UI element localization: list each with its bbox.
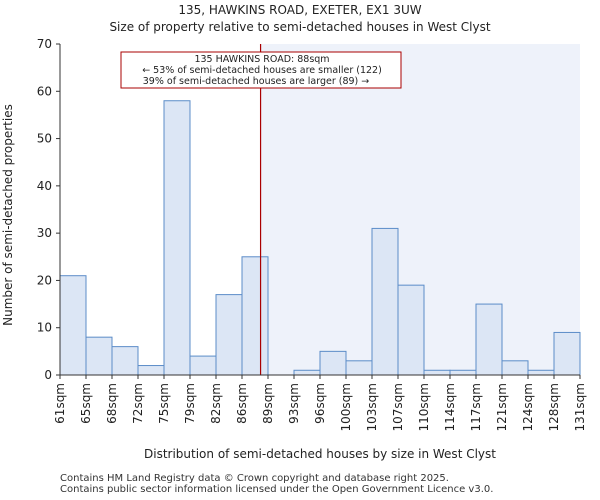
x-tick-label-114sqm: 114sqm	[443, 383, 457, 431]
bar-75sqm	[163, 100, 191, 376]
x-tick-label-128sqm: 128sqm	[547, 383, 561, 431]
x-tick-label-75sqm: 75sqm	[157, 383, 171, 424]
bar-103sqm	[371, 227, 399, 376]
bar-128sqm	[553, 331, 581, 376]
bar-82sqm	[215, 294, 243, 376]
x-tick-label-68sqm: 68sqm	[105, 383, 119, 424]
bar-107sqm	[397, 284, 425, 376]
bar-61sqm	[59, 275, 87, 376]
x-tick-label-121sqm: 121sqm	[495, 383, 509, 431]
bar-65sqm	[85, 336, 113, 376]
bar-117sqm	[475, 303, 503, 376]
y-ticks-group: 0 10 20 30 40 50 60 70	[37, 37, 60, 382]
y-tick-label-0: 0	[44, 368, 52, 382]
y-tick-label-60: 60	[37, 84, 52, 98]
annotation-line-1: 135 HAWKINS ROAD: 88sqm	[194, 54, 329, 65]
x-tick-label-131sqm: 131sqm	[573, 383, 587, 431]
annotation-line-2: ← 53% of semi-detached houses are smalle…	[142, 65, 382, 76]
y-tick-label-50: 50	[37, 132, 52, 146]
x-tick-label-117sqm: 117sqm	[469, 383, 483, 431]
x-tick-label-100sqm: 100sqm	[339, 383, 353, 431]
x-tick-label-72sqm: 72sqm	[131, 383, 145, 424]
x-tick-label-82sqm: 82sqm	[209, 383, 223, 424]
bars-group	[59, 100, 581, 376]
annotation-box	[120, 51, 402, 89]
y-tick-label-10: 10	[37, 321, 52, 335]
bar-110sqm	[423, 369, 451, 376]
bar-121sqm	[501, 360, 529, 376]
bar-93sqm	[293, 369, 321, 376]
x-tick-label-110sqm: 110sqm	[417, 383, 431, 431]
bar-100sqm	[345, 360, 373, 376]
footer-licence: Contains public sector information licen…	[60, 484, 494, 495]
x-tick-label-86sqm: 86sqm	[235, 383, 249, 424]
bar-86sqm	[241, 256, 269, 376]
x-tick-label-65sqm: 65sqm	[79, 383, 93, 424]
x-tick-label-124sqm: 124sqm	[521, 383, 535, 431]
x-tick-label-79sqm: 79sqm	[183, 383, 197, 424]
x-axis-label: Distribution of semi-detached houses by …	[144, 447, 496, 461]
bar-72sqm	[137, 365, 165, 376]
y-axis-label: Number of semi-detached properties	[1, 104, 15, 326]
x-tick-label-107sqm: 107sqm	[391, 383, 405, 431]
y-tick-label-20: 20	[37, 273, 52, 287]
bar-124sqm	[527, 369, 555, 376]
bar-114sqm	[449, 369, 477, 376]
x-tick-label-61sqm: 61sqm	[53, 383, 67, 424]
y-tick-label-30: 30	[37, 226, 52, 240]
annotation-line-3: 39% of semi-detached houses are larger (…	[143, 76, 370, 87]
footer-copyright: Contains HM Land Registry data © Crown c…	[60, 473, 449, 484]
bar-79sqm	[189, 355, 217, 376]
y-tick-label-70: 70	[37, 37, 52, 51]
x-tick-label-96sqm: 96sqm	[313, 383, 327, 424]
x-tick-label-93sqm: 93sqm	[287, 383, 301, 424]
x-tick-label-103sqm: 103sqm	[365, 383, 379, 431]
bar-68sqm	[111, 346, 139, 376]
y-tick-label-40: 40	[37, 179, 52, 193]
chart-title: 135, HAWKINS ROAD, EXETER, EX1 3UW	[178, 3, 422, 17]
x-tick-label-89sqm: 89sqm	[261, 383, 275, 424]
bar-96sqm	[319, 350, 347, 376]
chart-subtitle: Size of property relative to semi-detach…	[109, 20, 491, 34]
x-ticks-group: 61sqm 65sqm 68sqm 72sqm 75sqm 79sqm 82sqm 86sqm…	[53, 375, 587, 431]
